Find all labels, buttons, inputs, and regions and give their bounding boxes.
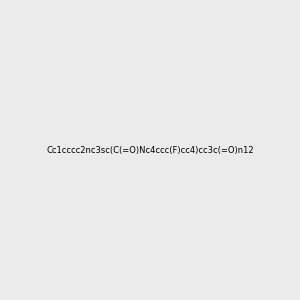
Text: Cc1cccc2nc3sc(C(=O)Nc4ccc(F)cc4)cc3c(=O)n12: Cc1cccc2nc3sc(C(=O)Nc4ccc(F)cc4)cc3c(=O)… [46, 146, 254, 154]
